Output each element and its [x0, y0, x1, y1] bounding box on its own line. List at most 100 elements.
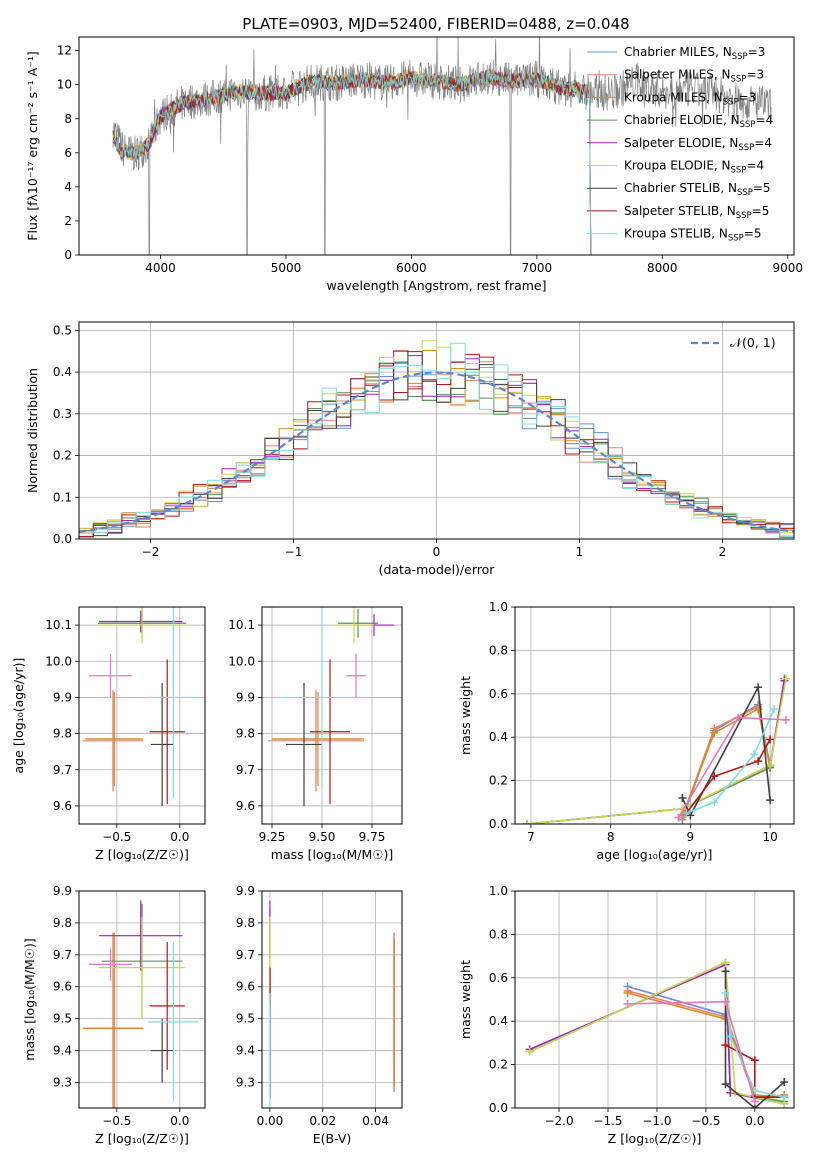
- mass-weight-marker: [770, 704, 779, 713]
- mass-weight-marker: [710, 798, 719, 807]
- legend-label: Salpeter ELODIE, NSSP=4: [624, 136, 772, 153]
- y-tick-label: 10: [57, 78, 72, 92]
- legend-label: Kroupa STELIB, NSSP=5: [624, 227, 762, 244]
- y-axis-label: mass weight: [458, 960, 473, 1039]
- x-axis-label: age [log₁₀(age/yr)]: [597, 847, 713, 862]
- y-tick-label: 0.4: [489, 1014, 508, 1028]
- y-tick-label: 9.3: [53, 1075, 72, 1089]
- x-tick-label: 0.0: [170, 1114, 189, 1128]
- y-tick-label: 9.6: [236, 799, 255, 813]
- plot-area: [82, 900, 199, 1108]
- y-tick-label: 0.4: [489, 730, 508, 744]
- x-tick-label: −1.0: [642, 1114, 671, 1128]
- x-tick-label: 10: [762, 830, 777, 844]
- residual-histogram: [79, 342, 794, 537]
- y-tick-label: 1.0: [489, 884, 508, 898]
- figure-title: PLATE=0903, MJD=52400, FIBERID=0488, z=0…: [242, 15, 629, 33]
- gridlines: [515, 606, 794, 825]
- x-tick-label: 2: [719, 545, 727, 559]
- plot-area: [82, 607, 199, 806]
- axes-frame: [261, 606, 403, 825]
- mass-weight-marker: [750, 1056, 759, 1065]
- y-tick-label: 0.0: [53, 532, 72, 546]
- y-axis-label: age [log₁₀(age/yr)]: [11, 658, 26, 774]
- mass-weight-marker: [782, 674, 791, 683]
- y-tick-label: 9.4: [53, 1044, 72, 1058]
- y-tick-label: 9.6: [53, 980, 72, 994]
- x-tick-label: 9: [687, 830, 695, 844]
- y-tick-label: 0.3: [53, 407, 72, 421]
- mass-weight-marker: [721, 988, 730, 997]
- mass-weight-marker: [780, 1077, 789, 1086]
- x-tick-label: 9.75: [359, 830, 386, 844]
- axes-frame: [514, 890, 795, 1109]
- y-axis-label: mass [log₁₀(M/M☉)]: [22, 938, 37, 1060]
- x-axis-label: mass [log₁₀(M/M☉)]: [271, 847, 393, 862]
- x-tick-label: 5000: [271, 261, 302, 275]
- x-tick-label: −1.5: [593, 1114, 622, 1128]
- plot-area: [525, 958, 789, 1108]
- axes-frame: [261, 890, 403, 1109]
- mass-weight-line: [724, 971, 785, 1108]
- residual-histogram: [79, 340, 794, 534]
- x-axis-label: Z [log₁₀(Z/Z☉)]: [95, 847, 189, 862]
- y-tick-label: 9.8: [53, 916, 72, 930]
- x-tick-label: −0.5: [102, 1114, 131, 1128]
- y-tick-label: 4: [64, 180, 72, 194]
- x-tick-label: 4000: [145, 261, 176, 275]
- mass-weight-marker: [726, 1032, 735, 1041]
- plot-area: [269, 900, 395, 1108]
- legend-label: Kroupa ELODIE, NSSP=4: [624, 159, 764, 176]
- x-tick-label: 0: [433, 545, 441, 559]
- mass-weight-marker: [678, 793, 687, 802]
- x-tick-label: 1: [576, 545, 584, 559]
- y-tick-label: 10.0: [45, 654, 72, 668]
- y-tick-label: 0.1: [53, 490, 72, 504]
- x-tick-label: −1: [285, 545, 303, 559]
- y-tick-label: 9.9: [236, 884, 255, 898]
- mass-weight-marker: [750, 750, 759, 759]
- y-tick-label: 9.7: [236, 948, 255, 962]
- z-age-panel: −0.5 0.0 9.6 9.7 9.8 9.9 10.0 10.1 Z [log₁₀(Z/Z☉…: [11, 606, 206, 862]
- y-tick-label: 0.2: [489, 1058, 508, 1072]
- gaussian-curve: [79, 371, 794, 533]
- axes-frame: [78, 606, 206, 825]
- x-tick-label: 8000: [647, 261, 678, 275]
- y-tick-label: 0.6: [489, 687, 508, 701]
- x-axis-label: E(B-V): [313, 1131, 352, 1146]
- legend-label: Chabrier STELIB, NSSP=5: [624, 181, 771, 198]
- mass-weight-marker: [754, 683, 763, 692]
- y-tick-label: 9.7: [53, 948, 72, 962]
- mass-weight-marker: [522, 820, 531, 824]
- y-tick-label: 9.7: [236, 763, 255, 777]
- z-mass-panel: −0.5 0.0 9.3 9.4 9.5 9.6 9.7 9.8 9.9 Z [log₁₀(Z/Z…: [22, 884, 206, 1146]
- model-spectrum: [112, 69, 592, 255]
- mass-weight-marker: [766, 735, 775, 744]
- gridlines: [262, 607, 402, 824]
- mass-weight-marker: [721, 1041, 730, 1050]
- age-weight-panel: 7 8 9 10 0.0 0.2 0.4 0.6 0.8 1.0 age [log₁₀(age/yr…: [458, 600, 795, 862]
- mass-weight-line: [526, 678, 786, 824]
- x-axis-label: Z [log₁₀(Z/Z☉)]: [95, 1131, 189, 1146]
- mass-weight-line: [685, 739, 771, 814]
- x-tick-label: 9.25: [259, 830, 286, 844]
- mass-weight-marker: [623, 988, 632, 997]
- spectrum-panel: 4000 5000 6000 7000 8000 9000 0 2 4 6 8 10 12 wavelen…: [25, 36, 803, 293]
- y-tick-label: 0.5: [53, 323, 72, 337]
- x-tick-label: −2: [142, 545, 160, 559]
- x-tick-label: 8: [607, 830, 615, 844]
- y-tick-label: 10.1: [228, 618, 255, 632]
- y-tick-label: 0.8: [489, 927, 508, 941]
- mass-weight-marker: [674, 813, 683, 822]
- model-spectrum: [112, 68, 592, 255]
- gridlines: [262, 890, 402, 1108]
- x-axis-label: wavelength [Angstrom, rest frame]: [326, 278, 546, 293]
- legend-label: Chabrier MILES, NSSP=3: [624, 45, 765, 62]
- x-tick-label: 0.0: [745, 1114, 764, 1128]
- legend-label: Salpeter STELIB, NSSP=5: [624, 204, 769, 221]
- axes-frame: [78, 36, 795, 256]
- gridlines: [515, 890, 794, 1109]
- x-tick-label: 7000: [522, 261, 553, 275]
- mass-weight-marker: [780, 1093, 789, 1102]
- mass-weight-line: [724, 992, 785, 1098]
